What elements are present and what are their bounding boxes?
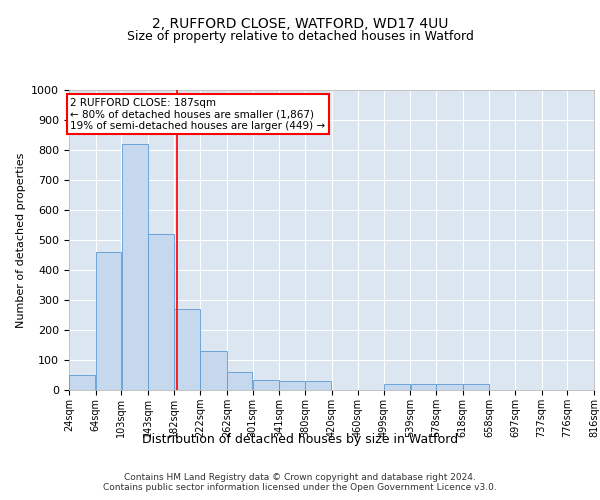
Bar [174, 309, 200, 390]
Bar [384, 384, 410, 390]
Bar [253, 380, 279, 390]
Bar [69, 375, 95, 390]
Y-axis label: Number of detached properties: Number of detached properties [16, 152, 26, 328]
Text: Contains HM Land Registry data © Crown copyright and database right 2024.: Contains HM Land Registry data © Crown c… [124, 472, 476, 482]
Text: 2 RUFFORD CLOSE: 187sqm
← 80% of detached houses are smaller (1,867)
19% of semi: 2 RUFFORD CLOSE: 187sqm ← 80% of detache… [70, 98, 325, 130]
Text: Distribution of detached houses by size in Watford: Distribution of detached houses by size … [142, 432, 458, 446]
Bar [148, 234, 173, 390]
Text: Size of property relative to detached houses in Watford: Size of property relative to detached ho… [127, 30, 473, 43]
Bar [463, 384, 489, 390]
Bar [122, 144, 148, 390]
Bar [279, 381, 305, 390]
Bar [200, 351, 227, 390]
Bar [305, 381, 331, 390]
Text: Contains public sector information licensed under the Open Government Licence v3: Contains public sector information licen… [103, 482, 497, 492]
Bar [436, 384, 463, 390]
Bar [410, 384, 436, 390]
Bar [95, 252, 121, 390]
Bar [227, 372, 253, 390]
Text: 2, RUFFORD CLOSE, WATFORD, WD17 4UU: 2, RUFFORD CLOSE, WATFORD, WD17 4UU [152, 18, 448, 32]
